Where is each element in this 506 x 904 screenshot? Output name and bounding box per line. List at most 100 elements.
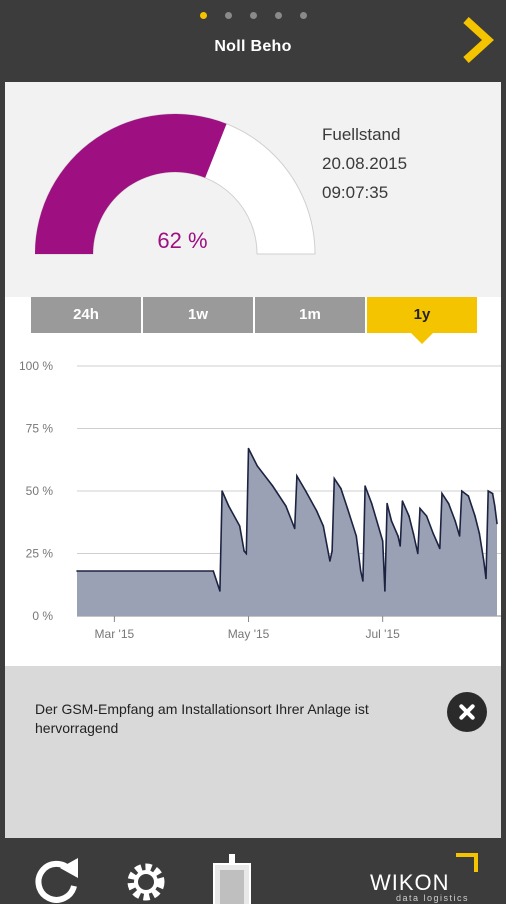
x-tick-label: Jul '15: [365, 627, 400, 641]
data-point: [247, 447, 250, 450]
data-point: [381, 540, 384, 542]
data-point: [362, 580, 364, 582]
device-icon[interactable]: [212, 854, 252, 904]
data-point: [346, 507, 349, 510]
top-bar: Noll Beho: [0, 0, 506, 80]
data-point: [285, 505, 287, 507]
gauge-fill: [35, 113, 227, 254]
reading-time: 09:07:35: [322, 183, 389, 202]
data-point: [478, 532, 481, 535]
series-area: [77, 448, 497, 616]
data-point: [238, 525, 241, 527]
data-point: [221, 490, 223, 492]
data-point: [447, 502, 450, 505]
data-point: [408, 515, 410, 517]
period-tabs: 24h 1w 1m 1y: [31, 297, 479, 344]
reading-info: Fuellstand 20.08.2015 09:07:35: [322, 120, 407, 207]
data-point: [340, 487, 342, 490]
data-point: [377, 525, 380, 527]
logo-text: WIKON: [370, 870, 450, 895]
data-point: [333, 477, 336, 480]
data-point: [458, 535, 461, 537]
tab-1m[interactable]: 1m: [255, 297, 365, 333]
data-point: [390, 520, 393, 522]
data-point: [474, 515, 476, 517]
data-point: [425, 515, 428, 517]
data-point: [355, 535, 358, 537]
x-tick-label: Mar '15: [95, 627, 135, 641]
data-point: [296, 475, 298, 477]
data-point: [212, 570, 215, 572]
settings-gear-icon[interactable]: [120, 854, 172, 904]
y-tick-label: 0 %: [32, 609, 53, 623]
reading-date: 20.08.2015: [322, 154, 408, 173]
fill-level-percent: 62 %: [157, 228, 208, 253]
data-point: [315, 510, 318, 512]
data-point: [364, 485, 366, 487]
data-point: [441, 492, 443, 495]
refresh-icon[interactable]: [30, 854, 82, 904]
data-point: [461, 490, 463, 492]
reading-label: Fuellstand: [322, 125, 401, 144]
tab-1y[interactable]: 1y: [367, 297, 477, 344]
data-point: [487, 490, 490, 492]
data-point: [359, 570, 362, 572]
data-point: [454, 520, 457, 522]
data-point: [329, 560, 331, 562]
data-point: [322, 525, 325, 527]
data-point: [76, 570, 78, 572]
x-tick-label: May '15: [228, 627, 270, 641]
data-point: [399, 545, 402, 547]
y-tick-label: 100 %: [19, 359, 53, 373]
bottom-bar: WIKON data logistics: [0, 838, 506, 904]
series-line: [77, 448, 498, 592]
page-dot[interactable]: [199, 12, 207, 19]
tab-1w[interactable]: 1w: [143, 297, 253, 333]
page-dot[interactable]: [249, 12, 257, 19]
data-point: [256, 465, 259, 467]
page-dot[interactable]: [299, 12, 307, 19]
main-card: 62 % Fuellstand 20.08.2015 09:07:35 24h 1…: [5, 82, 501, 666]
data-point: [386, 502, 388, 505]
chevron-right-icon[interactable]: [460, 16, 496, 64]
page-dot[interactable]: [274, 12, 282, 19]
data-point: [304, 490, 307, 492]
data-point: [243, 550, 245, 552]
data-point: [485, 577, 487, 580]
page-title: Noll Beho: [214, 38, 292, 55]
data-point: [467, 495, 470, 497]
data-point: [417, 552, 419, 555]
data-point: [331, 550, 333, 552]
data-point: [496, 522, 498, 525]
logo-corner-mark: [456, 853, 478, 872]
data-point: [419, 507, 421, 510]
data-point: [293, 527, 296, 530]
data-point: [370, 502, 373, 505]
data-point: [439, 547, 441, 550]
data-point: [227, 505, 230, 507]
y-tick-label: 75 %: [26, 422, 54, 436]
logo-subtitle: data logistics: [396, 893, 470, 903]
tab-24h[interactable]: 24h: [31, 297, 141, 333]
y-tick-label: 50 %: [26, 484, 54, 498]
gauge-section: 62 % Fuellstand 20.08.2015 09:07:35: [5, 82, 501, 297]
data-point: [483, 560, 485, 562]
chart-section: 24h 1w 1m 1y 0 % 25 % 50 % 75 % 100 % Mar '15 May…: [5, 297, 501, 666]
data-point: [412, 532, 415, 535]
data-point: [245, 552, 248, 555]
data-point: [384, 590, 386, 592]
data-point: [397, 535, 399, 537]
data-point: [432, 532, 435, 535]
data-point: [271, 485, 274, 487]
fill-level-gauge: [35, 113, 316, 255]
y-tick-label: 25 %: [26, 547, 54, 561]
close-icon[interactable]: [447, 692, 487, 732]
data-point: [401, 500, 404, 502]
page-dot[interactable]: [224, 12, 232, 19]
page-indicator: [0, 12, 506, 19]
data-point: [491, 492, 494, 495]
data-point: [219, 590, 221, 592]
data-point: [494, 505, 496, 507]
fill-level-chart: 0 % 25 % 50 % 75 % 100 % Mar '15 May '15 Jul '1…: [19, 359, 501, 641]
notice-message: Der GSM-Empfang am Installationsort Ihre…: [35, 701, 369, 736]
